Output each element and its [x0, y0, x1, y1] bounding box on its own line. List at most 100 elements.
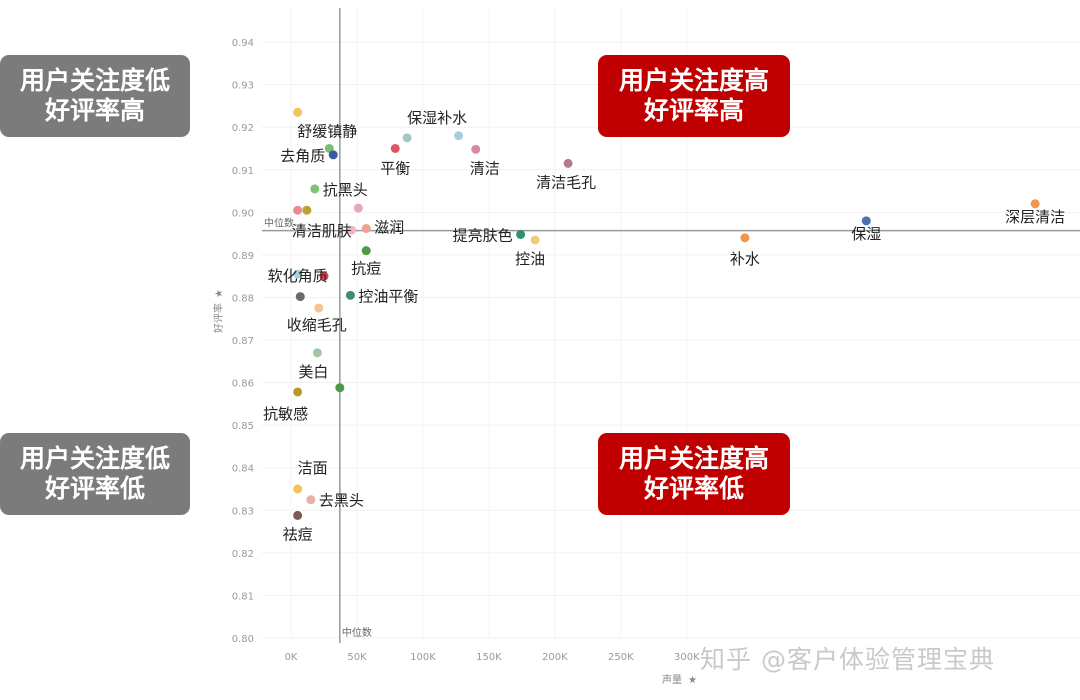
data-point [306, 495, 316, 505]
point-label: 洁面 [298, 459, 328, 477]
point-label: 保湿补水 [407, 109, 467, 127]
data-point [312, 348, 322, 358]
data-point [302, 205, 312, 215]
x-axis-ticks: 0K 50K 100K 150K 200K 250K 300K [285, 652, 701, 663]
point-label: 收缩毛孔 [287, 316, 347, 334]
point-label: 清洁毛孔 [536, 173, 596, 191]
pin-icon: ★ [214, 289, 225, 298]
y-axis-title-group: 好评率 ★ [212, 289, 225, 333]
data-point [295, 292, 305, 302]
point-label: 清洁肌肤 [292, 222, 352, 240]
y-tick-label: 0.91 [232, 166, 254, 177]
quadrant-line: 好评率低 [643, 474, 744, 503]
y-tick-label: 0.93 [232, 81, 254, 92]
data-point [861, 216, 871, 226]
point-label: 抗痘 [351, 260, 381, 278]
data-point [454, 131, 464, 141]
x-tick-label: 0K [285, 652, 298, 663]
data-point [563, 158, 573, 168]
data-point [319, 271, 329, 281]
quadrant-line: 好评率低 [44, 474, 145, 503]
data-point [402, 133, 412, 143]
data-point [361, 224, 371, 233]
y-tick-label: 0.88 [232, 293, 254, 304]
quadrant-label-low-attention-low-rating: 用户关注度低 好评率低 [0, 433, 190, 515]
point-label: 抗敏感 [263, 405, 308, 423]
x-tick-label: 50K [347, 652, 367, 663]
y-tick-label: 0.92 [232, 123, 254, 134]
quadrant-line: 好评率高 [44, 96, 145, 125]
y-tick-label: 0.83 [232, 506, 254, 517]
data-point [347, 225, 357, 235]
point-label: 去角质 [280, 147, 325, 165]
x-tick-label: 150K [476, 652, 502, 663]
median-x-label: 中位数 [342, 626, 372, 639]
pin-icon: ★ [688, 675, 697, 686]
data-point [530, 235, 540, 245]
point-label: 保湿 [851, 225, 881, 243]
quadrant-line: 用户关注度高 [618, 66, 769, 95]
y-axis-ticks: 0.80 0.81 0.82 0.83 0.84 0.85 0.86 0.87 0.88 0.89… [232, 38, 254, 645]
data-point [328, 150, 338, 160]
data-point [293, 484, 303, 494]
x-tick-label: 250K [608, 652, 634, 663]
point-label: 抗黑头 [323, 181, 368, 199]
point-label: 补水 [730, 250, 760, 268]
data-point [361, 246, 371, 256]
x-tick-label: 200K [542, 652, 568, 663]
quadrant-label-high-attention-high-rating: 用户关注度高 好评率高 [598, 55, 790, 137]
x-tick-label: 300K [674, 652, 700, 663]
point-label: 控油 [515, 250, 545, 268]
data-point [1030, 199, 1040, 209]
point-label: 美白 [298, 363, 328, 381]
data-point [740, 233, 750, 243]
median-y-label: 中位数 [264, 217, 294, 230]
y-tick-label: 0.86 [232, 379, 254, 390]
watermark: 知乎 @客户体验管理宝典 [700, 645, 995, 674]
y-tick-label: 0.84 [232, 464, 254, 475]
data-point [516, 229, 526, 239]
data-point [353, 203, 363, 213]
data-point [293, 387, 303, 397]
point-label: 软化角质 [268, 267, 328, 285]
y-tick-label: 0.87 [232, 336, 254, 347]
quadrant-line: 好评率高 [643, 96, 744, 125]
y-tick-label: 0.94 [232, 38, 254, 49]
data-point [345, 290, 355, 300]
quadrant-line: 用户关注度低 [19, 444, 170, 473]
quadrant-line: 用户关注度低 [19, 66, 170, 95]
point-label: 清洁 [470, 159, 500, 177]
y-tick-label: 0.90 [232, 208, 254, 219]
y-axis-title: 好评率 [212, 303, 225, 333]
point-label: 祛痘 [283, 525, 313, 543]
quadrant-label-low-attention-high-rating: 用户关注度低 好评率高 [0, 55, 190, 137]
point-label: 舒缓镇静 [297, 122, 357, 140]
y-tick-label: 0.82 [232, 549, 254, 560]
point-label: 控油平衡 [358, 287, 418, 305]
data-point [335, 383, 345, 393]
point-label: 深层清洁 [1005, 208, 1065, 226]
y-tick-label: 0.85 [232, 421, 254, 432]
data-point [471, 144, 481, 154]
data-points [293, 107, 1040, 520]
y-tick-label: 0.89 [232, 251, 254, 262]
x-tick-label: 100K [410, 652, 436, 663]
data-point [314, 303, 324, 313]
data-point [293, 269, 303, 279]
data-point [293, 510, 303, 520]
data-point [310, 184, 320, 194]
quadrant-line: 用户关注度高 [618, 444, 769, 473]
data-point [390, 143, 400, 153]
data-point [293, 107, 303, 117]
point-label: 滋润 [374, 219, 404, 237]
point-label: 提亮肤色 [453, 226, 513, 244]
y-tick-label: 0.81 [232, 591, 254, 602]
quadrant-label-high-attention-low-rating: 用户关注度高 好评率低 [598, 433, 790, 515]
point-label: 去黑头 [319, 492, 364, 510]
data-point [293, 205, 303, 215]
y-tick-label: 0.80 [232, 634, 254, 645]
point-label: 平衡 [380, 159, 410, 177]
x-axis-title: 声量 [662, 673, 682, 686]
